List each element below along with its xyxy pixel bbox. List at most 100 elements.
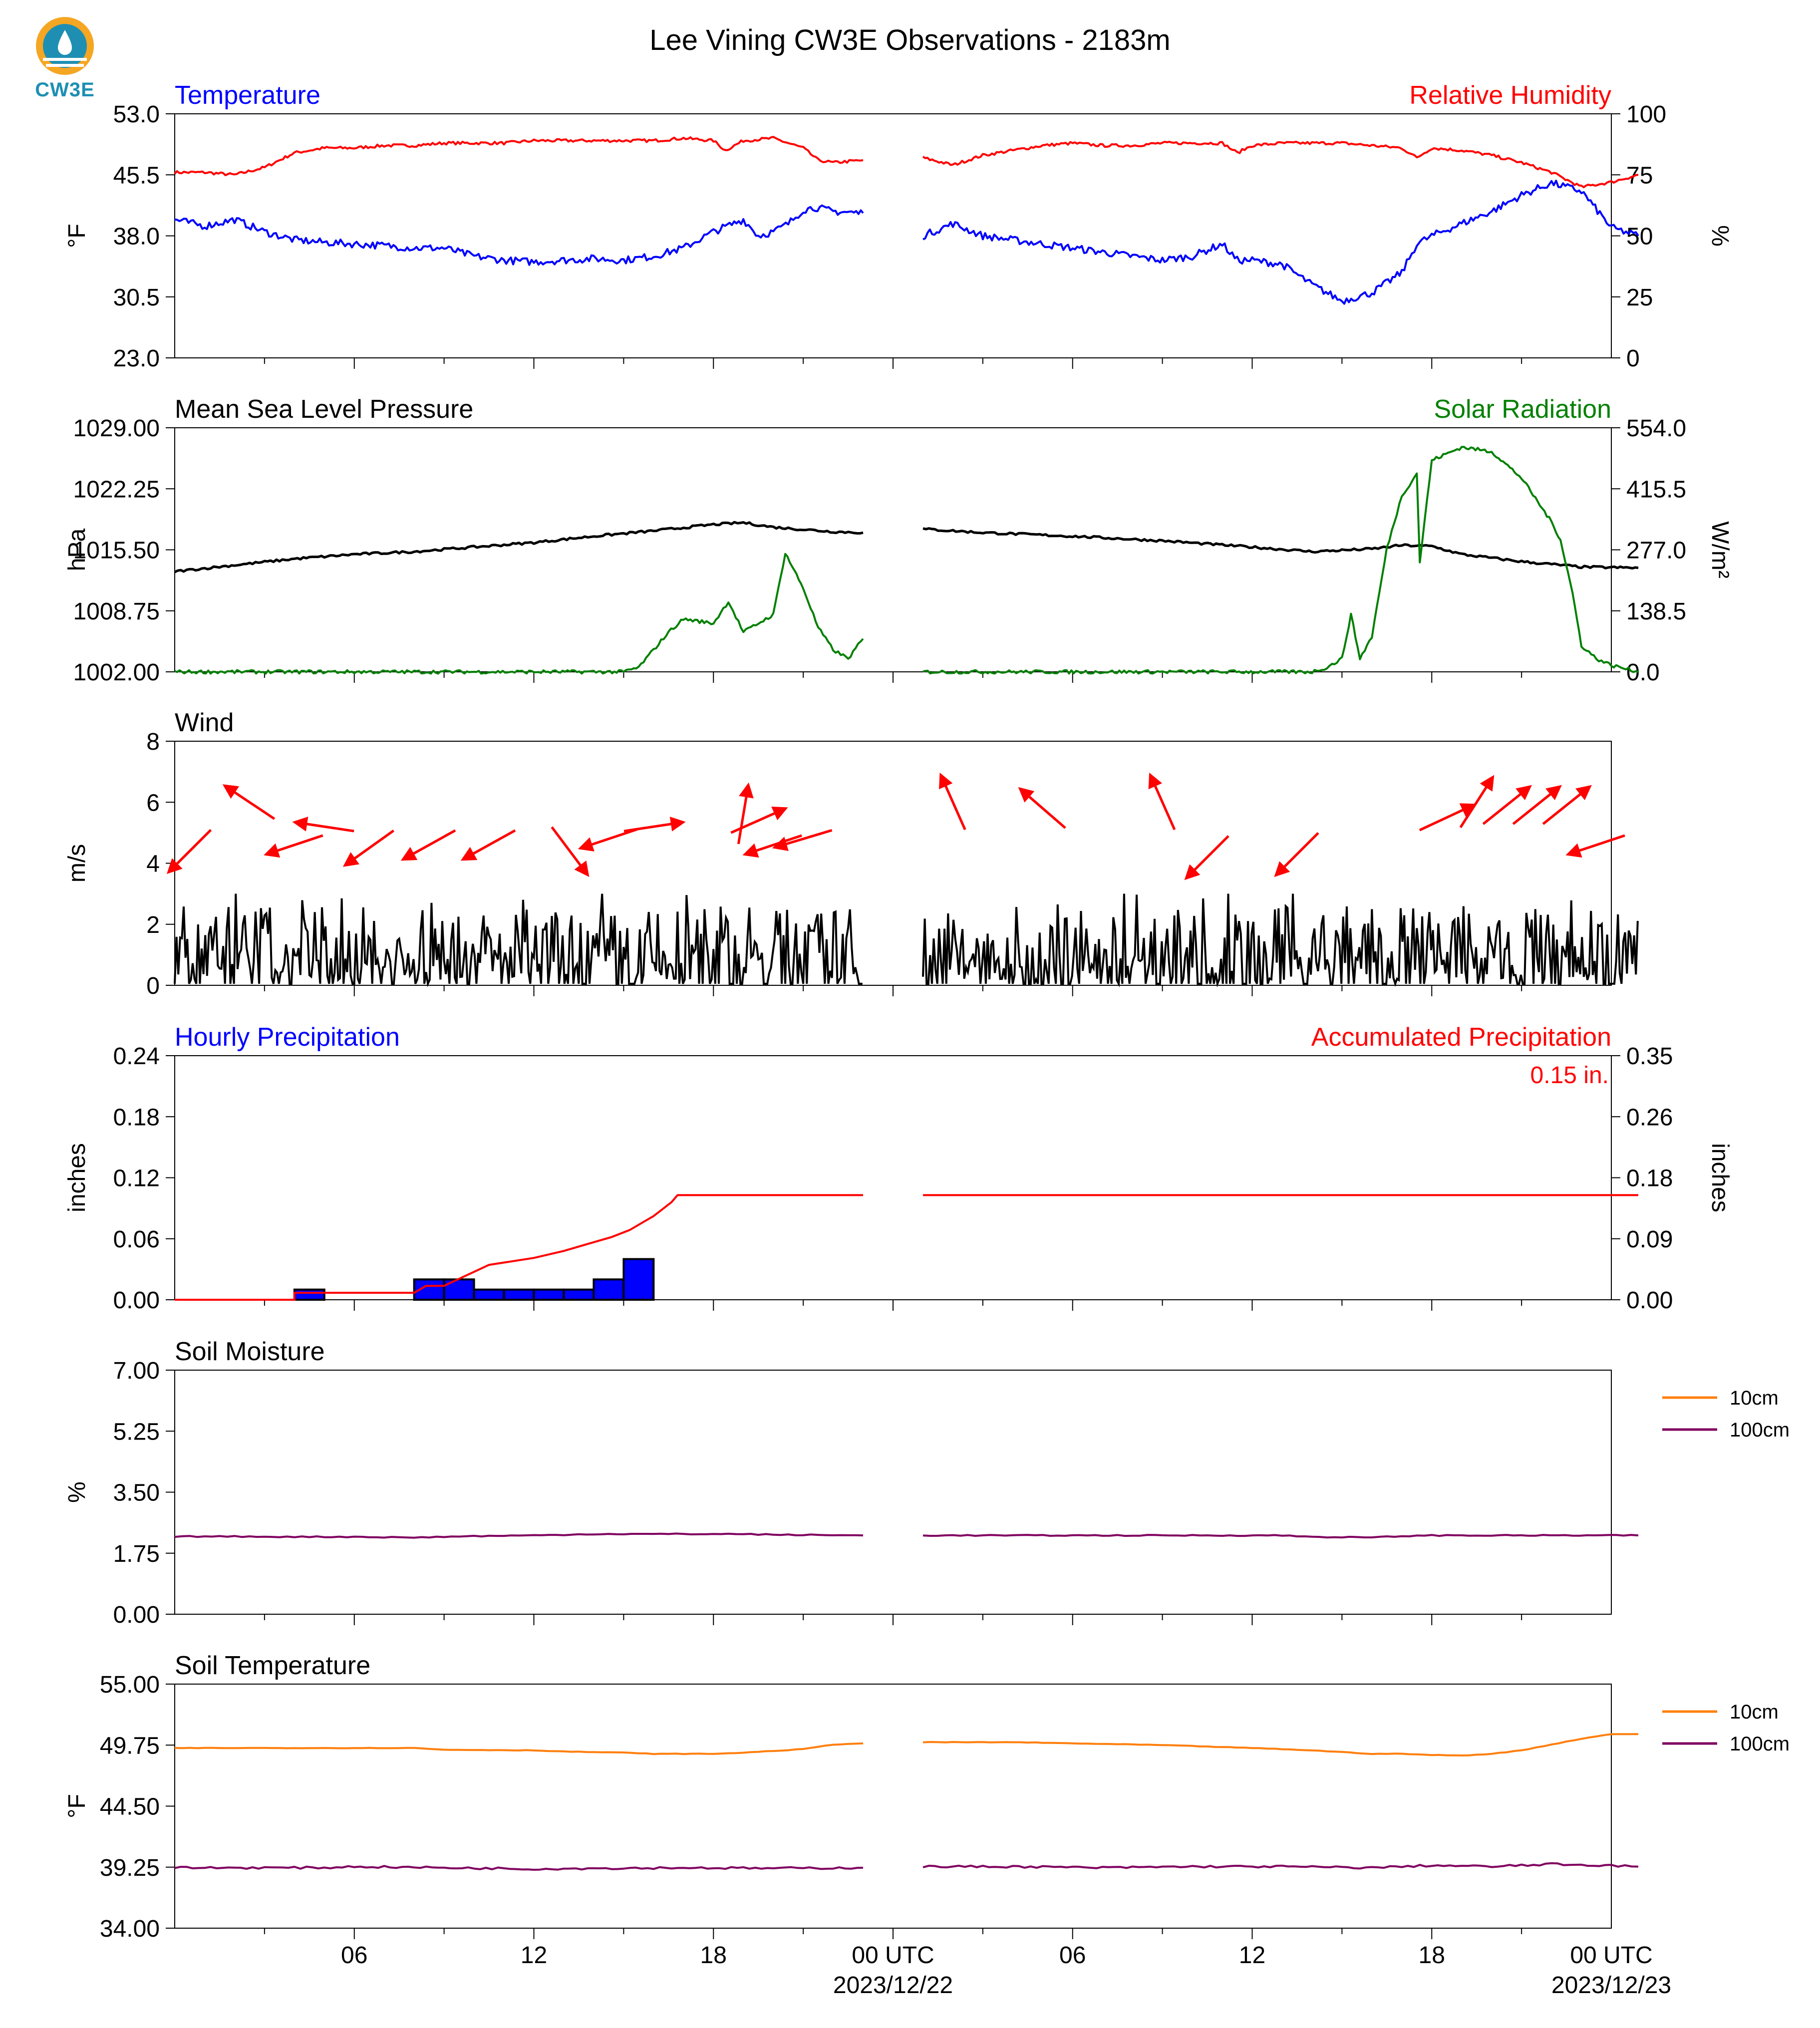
y-tick-label: 7.00	[113, 1358, 160, 1384]
y-tick-label: 55.00	[100, 1672, 160, 1698]
accum-total-annotation: 0.15 in.	[1530, 1062, 1609, 1089]
wind-direction-arrow	[264, 834, 323, 858]
wind-direction-arrow	[1018, 787, 1066, 829]
y-tick-label: 34.00	[100, 1916, 160, 1942]
panel-soil_temperature: 34.00 39.25 44.50 49.75 55.00 °F Soil Temperat…	[64, 1651, 1790, 1942]
soil-moisture-100cm-line	[174, 1532, 864, 1539]
y-tick-label-right: 0.09	[1626, 1226, 1673, 1253]
precip-bar	[473, 1288, 505, 1301]
y-tick-label-right: 554.0	[1626, 415, 1686, 442]
plot-frame	[174, 113, 1612, 358]
y-axis-label-right: inches	[1707, 1143, 1733, 1212]
soil-moisture-100cm-line	[922, 1534, 1639, 1539]
precip-bar	[593, 1278, 625, 1301]
wind-direction-arrow	[742, 834, 802, 858]
panel-title: Hourly Precipitation	[175, 1023, 400, 1052]
wind-direction-arrow	[292, 817, 354, 833]
wind-direction-arrow	[623, 817, 686, 833]
temperature-line	[922, 180, 1639, 305]
y-tick-label: 30.5	[113, 285, 160, 311]
y-tick-label: 39.25	[100, 1855, 160, 1881]
y-tick-label-right: 0.26	[1626, 1104, 1673, 1131]
wind-direction-arrow	[1148, 772, 1176, 831]
y-tick-label: 23.0	[113, 345, 160, 372]
precip-bar	[622, 1258, 655, 1301]
soil-temp-100cm-line	[174, 1865, 864, 1871]
x-date-label: 2023/12/22	[833, 1972, 953, 1999]
panel-title: Soil Temperature	[175, 1651, 370, 1680]
panel-title: Wind	[175, 708, 234, 737]
x-tick-label: 18	[1419, 1942, 1445, 1969]
legend-label: 10cm	[1730, 1701, 1779, 1723]
y-tick-label: 0.24	[113, 1043, 160, 1070]
y-axis-label-right: W/m²	[1707, 521, 1733, 579]
wind-direction-arrow	[222, 784, 276, 820]
y-tick-label: 38.0	[113, 224, 160, 250]
wind-direction-arrow	[400, 829, 456, 861]
wind-direction-arrow	[1274, 832, 1319, 877]
precip-bar	[503, 1288, 535, 1301]
y-tick-label-right: 50	[1626, 224, 1653, 250]
plot-frame	[174, 1684, 1612, 1929]
x-tick-label: 18	[700, 1942, 727, 1969]
x-tick-label: 12	[1239, 1942, 1265, 1969]
panel-title: Temperature	[175, 81, 320, 110]
wind-direction-arrow	[1512, 785, 1562, 825]
legend-label: 100cm	[1730, 1419, 1790, 1441]
y-tick-label: 0.06	[113, 1226, 160, 1253]
y-tick-label-right: 277.0	[1626, 538, 1686, 564]
soil-temp-10cm-line	[922, 1733, 1639, 1756]
cw3e-logo-icon	[36, 17, 94, 75]
precip-bar	[563, 1288, 595, 1301]
y-tick-label-right: 0.0	[1626, 659, 1660, 686]
y-axis-label-right: %	[1707, 225, 1733, 247]
wind-direction-arrow	[938, 772, 966, 831]
panel-wind: 0 2 4 6 8 m/s Wind	[64, 708, 1639, 999]
y-tick-label: 1029.00	[73, 415, 160, 442]
panel-temperature_humidity: 23.0 30.5 38.0 45.5 53.0 0 25 50 75 100 °F % Tempera…	[64, 81, 1733, 372]
y-tick-label: 44.50	[100, 1794, 160, 1820]
y-axis-label: inches	[64, 1143, 90, 1212]
precip-bar	[443, 1278, 475, 1301]
y-axis-label: hPa	[64, 528, 90, 571]
humidity-line	[922, 140, 1639, 189]
panel-title-right: Accumulated Precipitation	[1311, 1023, 1611, 1052]
wind-direction-arrow	[1184, 835, 1229, 880]
y-tick-label: 45.5	[113, 162, 160, 189]
wind-direction-arrow	[578, 828, 638, 852]
pressure-line	[174, 521, 864, 574]
wind-direction-arrow	[167, 829, 212, 874]
solar-line	[174, 553, 864, 675]
panel-pressure_solar: 1002.00 1008.75 1015.50 1022.25 1029.00 0.0 13…	[64, 395, 1733, 686]
pressure-line	[922, 527, 1639, 570]
y-tick-label-right: 138.5	[1626, 598, 1686, 625]
plot-frame	[174, 1055, 1612, 1300]
humidity-line	[174, 136, 864, 176]
x-tick-label: 12	[521, 1942, 547, 1969]
y-tick-label: 4	[146, 851, 160, 877]
wind-direction-arrow	[551, 826, 590, 877]
panel-soil_moisture: 0.00 1.75 3.50 5.25 7.00% Soil Moisture 10cm 10…	[64, 1337, 1790, 1628]
wind-direction-arrow	[1419, 803, 1477, 832]
y-tick-label-right: 25	[1626, 285, 1653, 311]
precip-bar	[533, 1288, 565, 1301]
panel-title-right: Relative Humidity	[1409, 81, 1611, 110]
y-tick-label-right: 0	[1626, 345, 1640, 372]
y-tick-label: 0.00	[113, 1602, 160, 1628]
y-axis-label: °F	[64, 224, 90, 248]
wind-direction-arrow	[772, 829, 833, 852]
wind-direction-arrow	[1482, 785, 1532, 825]
y-tick-label: 1022.25	[73, 476, 160, 503]
logo-text: CW3E	[35, 79, 95, 101]
x-tick-label: 06	[1059, 1942, 1086, 1969]
wind-direction-arrow	[730, 807, 788, 834]
cw3e-logo: CW3E	[25, 15, 105, 105]
y-tick-label-right: 100	[1626, 101, 1666, 128]
legend-label: 10cm	[1730, 1387, 1779, 1409]
y-tick-label-right: 75	[1626, 162, 1653, 189]
y-tick-label: 3.50	[113, 1480, 160, 1506]
legend-label: 100cm	[1730, 1733, 1790, 1755]
figure-title: Lee Vining CW3E Observations - 2183m	[649, 24, 1170, 56]
y-axis-label: °F	[64, 1794, 90, 1818]
